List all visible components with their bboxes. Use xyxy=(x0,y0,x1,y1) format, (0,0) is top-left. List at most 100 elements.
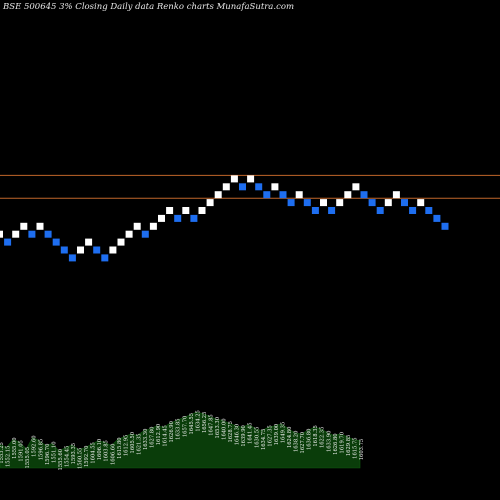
down-brick xyxy=(311,207,319,214)
volume-value-label: 1641.45 xyxy=(248,423,254,444)
down-brick xyxy=(68,254,76,262)
volume-value-label: 1592.70 xyxy=(84,446,90,467)
up-brick xyxy=(222,183,230,191)
down-brick xyxy=(101,254,109,262)
up-brick xyxy=(12,230,20,238)
volume-value-label: 1645.55 xyxy=(189,413,195,434)
volume-value-label: 1606.60 xyxy=(110,444,116,465)
up-brick xyxy=(133,222,141,230)
volume-value-label: 1647.85 xyxy=(209,414,215,435)
up-brick xyxy=(0,230,3,238)
down-brick xyxy=(425,207,433,214)
volume-area-fill xyxy=(0,411,361,469)
down-brick xyxy=(287,199,295,207)
volume-value-label: 1621.35 xyxy=(137,433,143,454)
volume-value-label: 1603.75 xyxy=(359,439,365,460)
volume-value-label: 1552.15 xyxy=(6,446,12,467)
down-brick xyxy=(4,238,12,246)
up-brick xyxy=(230,175,238,183)
up-brick xyxy=(109,246,117,254)
volume-value-label: 1555.05 xyxy=(25,447,31,468)
up-brick xyxy=(384,199,392,207)
down-brick xyxy=(93,246,101,254)
volume-value-label: 1639.90 xyxy=(241,425,247,446)
up-brick xyxy=(295,191,303,199)
down-brick xyxy=(174,214,182,222)
up-brick xyxy=(20,222,28,230)
volume-value-label: 1604.55 xyxy=(91,442,97,463)
volume-value-label: 1634.75 xyxy=(261,429,267,450)
volume-value-label: 1649.35 xyxy=(281,422,287,443)
down-brick xyxy=(433,214,441,222)
down-brick xyxy=(44,230,52,238)
up-brick xyxy=(117,238,125,246)
volume-value-label: 1615.75 xyxy=(353,437,359,458)
volume-value-label: 1551.10 xyxy=(51,442,57,463)
volume-value-label: 1627.70 xyxy=(300,432,306,453)
up-brick xyxy=(352,183,360,191)
up-brick xyxy=(158,214,165,222)
volume-value-label: 1612.95 xyxy=(123,435,129,456)
volume-value-label: 1596.85 xyxy=(38,439,44,460)
up-brick xyxy=(392,191,400,199)
volume-labels: 1553.25 1552.15 1555.00 1591.05 1555.051592.… xyxy=(0,410,365,470)
renko-bricks xyxy=(0,175,449,262)
down-brick xyxy=(401,199,408,207)
volume-value-label: 1560.55 xyxy=(78,448,84,469)
volume-value-label: 1612.90 xyxy=(156,424,162,445)
volume-value-label: 1596.70 xyxy=(45,444,51,465)
volume-value-label: 1646.30 xyxy=(235,424,241,445)
volume-value-label: 1626.80 xyxy=(333,433,339,454)
up-brick xyxy=(125,230,133,238)
up-brick xyxy=(182,207,190,214)
up-brick xyxy=(149,222,157,230)
down-brick xyxy=(263,191,271,199)
volume-value-label: 1638.20 xyxy=(294,431,300,452)
down-brick xyxy=(141,230,149,238)
up-brick xyxy=(166,207,174,214)
down-brick xyxy=(376,207,384,214)
down-brick xyxy=(190,214,198,222)
down-brick xyxy=(303,199,311,207)
volume-value-label: 1592.60 xyxy=(32,435,38,456)
down-brick xyxy=(441,222,449,230)
volume-value-label: 1656.25 xyxy=(202,412,208,433)
volume-value-label: 1633.85 xyxy=(176,418,182,439)
volume-value-label: 1630.55 xyxy=(254,427,260,448)
up-brick xyxy=(271,183,279,191)
volume-value-label: 1606.10 xyxy=(97,439,103,460)
up-brick xyxy=(336,199,344,207)
down-brick xyxy=(60,246,68,254)
up-brick xyxy=(206,199,214,207)
volume-value-label: 1593.35 xyxy=(71,443,77,464)
volume-value-label: 1657.70 xyxy=(182,416,188,437)
volume-value-label: 1640.00 xyxy=(222,418,228,439)
volume-value-label: 1554.45 xyxy=(65,446,71,467)
volume-value-label: 1618.35 xyxy=(313,425,319,446)
up-brick xyxy=(344,191,352,199)
volume-value-label: 1634.25 xyxy=(195,410,201,431)
chart-title: BSE 500645 3% Closing Daily data Renko c… xyxy=(2,2,294,12)
down-brick xyxy=(368,199,376,207)
down-brick xyxy=(255,183,263,191)
volume-value-label: 1627.35 xyxy=(267,425,273,446)
up-brick xyxy=(247,175,255,183)
volume-value-label: 1555.60 xyxy=(58,449,64,470)
volume-value-label: 1615.80 xyxy=(117,437,123,458)
up-brick xyxy=(198,207,206,214)
volume-value-label: 1605.50 xyxy=(130,432,136,453)
volume-value-label: 1619.70 xyxy=(339,432,345,453)
volume-value-label: 1553.25 xyxy=(0,442,5,463)
down-brick xyxy=(409,207,417,214)
volume-value-label: 1633.30 xyxy=(143,429,149,450)
volume-value-label: 1639.00 xyxy=(274,424,280,445)
volume-value-label: 1624.80 xyxy=(287,427,293,448)
down-brick xyxy=(360,191,368,199)
volume-value-label: 1603.85 xyxy=(104,440,110,461)
volume-value-label: 1555.00 xyxy=(12,437,18,458)
volume-value-label: 1614.45 xyxy=(163,425,169,446)
volume-area xyxy=(0,411,361,469)
volume-value-label: 1633.90 xyxy=(326,431,332,452)
down-brick xyxy=(239,183,246,191)
down-brick xyxy=(279,191,287,199)
